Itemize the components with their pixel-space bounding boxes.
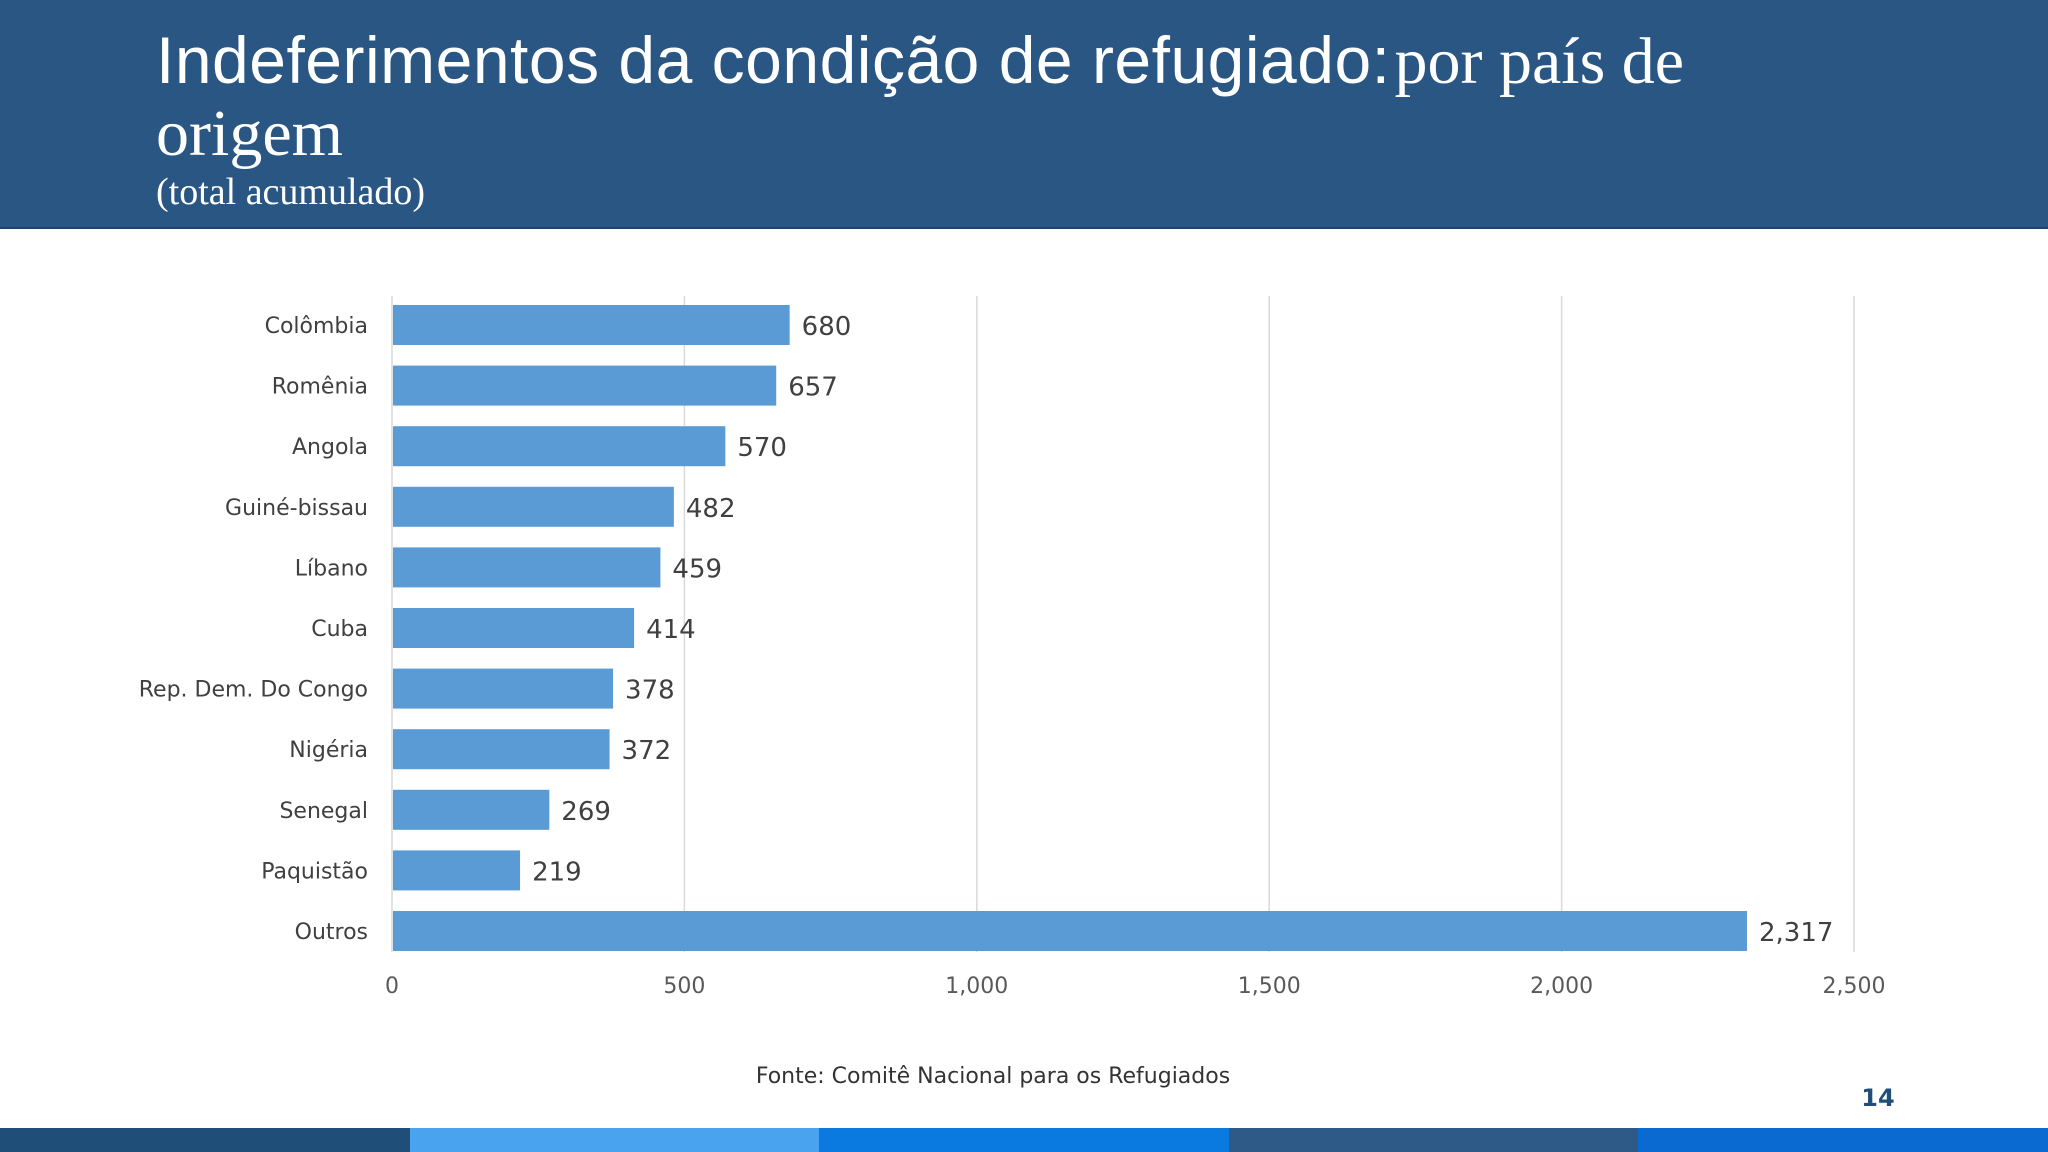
category-label: Líbano xyxy=(295,556,368,581)
bar xyxy=(393,547,661,588)
slide-header: Indeferimentos da condição de refugiado:… xyxy=(0,0,2048,229)
footer-segment-4 xyxy=(1228,1128,1639,1152)
footer-color-strip xyxy=(0,1128,2048,1152)
bar xyxy=(393,729,610,770)
data-label: 378 xyxy=(625,676,675,706)
x-tick-label: 500 xyxy=(663,974,705,999)
x-tick-label: 0 xyxy=(385,974,399,999)
bar xyxy=(393,668,614,709)
category-label: Cuba xyxy=(311,617,368,642)
category-label: Senegal xyxy=(279,799,368,824)
slide-title: Indeferimentos da condição de refugiado:… xyxy=(156,22,2016,100)
category-label: Outros xyxy=(295,920,368,945)
x-tick-label: 1,000 xyxy=(945,974,1008,999)
footer-segment-1 xyxy=(0,1128,410,1152)
bar xyxy=(393,486,674,527)
footer-segment-5 xyxy=(1638,1128,2048,1152)
category-label: Romênia xyxy=(272,375,368,400)
category-label: Rep. Dem. Do Congo xyxy=(139,678,368,703)
footer-segment-2 xyxy=(409,1128,820,1152)
data-label: 219 xyxy=(532,857,582,887)
category-label: Colômbia xyxy=(265,314,368,339)
category-label: Nigéria xyxy=(289,738,368,763)
footer-segment-3 xyxy=(819,1128,1229,1152)
x-tick-label: 2,000 xyxy=(1530,974,1593,999)
data-label: 570 xyxy=(737,433,787,463)
data-label: 269 xyxy=(561,797,611,827)
title-line-2: origem xyxy=(156,97,343,170)
slide-subtitle: (total acumulado) xyxy=(156,171,426,213)
bar xyxy=(393,911,1747,951)
data-label: 657 xyxy=(788,373,838,403)
data-label: 459 xyxy=(672,554,722,584)
title-tail: por país de xyxy=(1394,25,1685,98)
data-label: 482 xyxy=(686,494,736,524)
data-label: 680 xyxy=(802,312,852,342)
bar xyxy=(393,850,521,891)
x-tick-label: 1,500 xyxy=(1238,974,1301,999)
bar xyxy=(393,365,777,406)
data-label: 414 xyxy=(646,615,696,645)
category-label: Paquistão xyxy=(261,859,368,884)
category-label: Angola xyxy=(292,435,368,460)
page-number: 14 xyxy=(1861,1084,1895,1112)
bar xyxy=(393,608,635,648)
bar xyxy=(393,305,790,345)
title-main: Indeferimentos da condição de refugiado: xyxy=(156,23,1391,97)
category-label: Guiné-bissau xyxy=(225,496,368,521)
source-note: Fonte: Comitê Nacional para os Refugiado… xyxy=(755,1064,1231,1089)
x-tick-label: 2,500 xyxy=(1823,974,1886,999)
bar xyxy=(393,789,550,830)
data-label: 2,317 xyxy=(1759,918,1833,948)
data-label: 372 xyxy=(622,736,672,766)
bar xyxy=(393,426,726,467)
bar-chart: 0 500 1,000 1,500 2,000 2,500 Colômbia 680 Romên… xyxy=(139,296,1886,999)
